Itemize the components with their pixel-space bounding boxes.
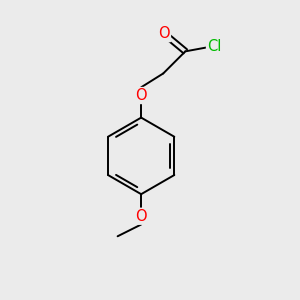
Text: O: O: [158, 26, 170, 41]
Text: O: O: [135, 88, 147, 103]
Text: O: O: [135, 209, 147, 224]
Text: Cl: Cl: [207, 39, 221, 54]
